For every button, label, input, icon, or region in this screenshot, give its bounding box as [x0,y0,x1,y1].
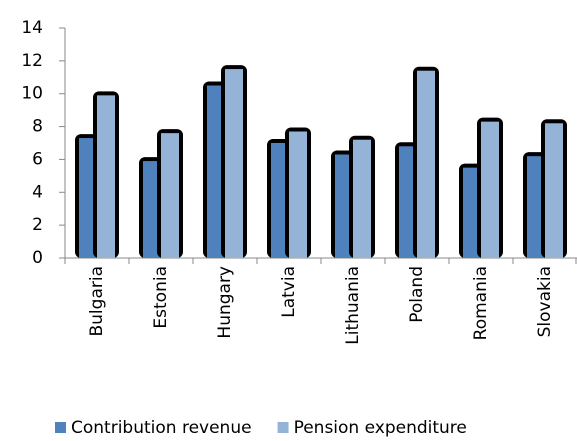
y-tick-label: 12 [21,51,43,71]
bar [335,154,353,258]
y-tick-label: 2 [32,215,43,235]
bar [353,139,371,258]
legend-swatch [55,422,66,433]
bar [207,85,225,258]
x-tick-label: Poland [407,266,427,323]
x-tick-label: Estonia [151,266,171,329]
y-tick-label: 8 [32,117,43,137]
legend-label: Pension expenditure [294,418,467,438]
y-tick-label: 10 [21,84,43,104]
bar [527,156,545,258]
legend-label: Contribution revenue [71,418,252,438]
y-tick-label: 14 [21,18,43,38]
y-tick-label: 4 [32,182,43,202]
bar [161,133,179,258]
x-tick-label: Hungary [215,266,235,339]
bar [79,138,97,258]
bar [97,95,115,258]
x-tick-label: Lithuania [343,266,363,345]
bar [225,69,243,258]
bar [463,167,481,258]
bar [143,161,161,258]
bar [399,146,417,258]
bar [289,131,307,258]
bar [545,123,563,259]
bar [481,121,499,259]
y-tick-label: 0 [32,248,43,268]
x-tick-label: Bulgaria [87,266,107,337]
x-tick-label: Latvia [279,266,299,318]
bar [271,143,289,258]
x-tick-label: Slovakia [535,266,555,337]
bar [417,70,435,258]
x-tick-label: Romania [471,266,491,340]
y-tick-label: 6 [32,149,43,169]
legend-swatch [277,422,289,433]
